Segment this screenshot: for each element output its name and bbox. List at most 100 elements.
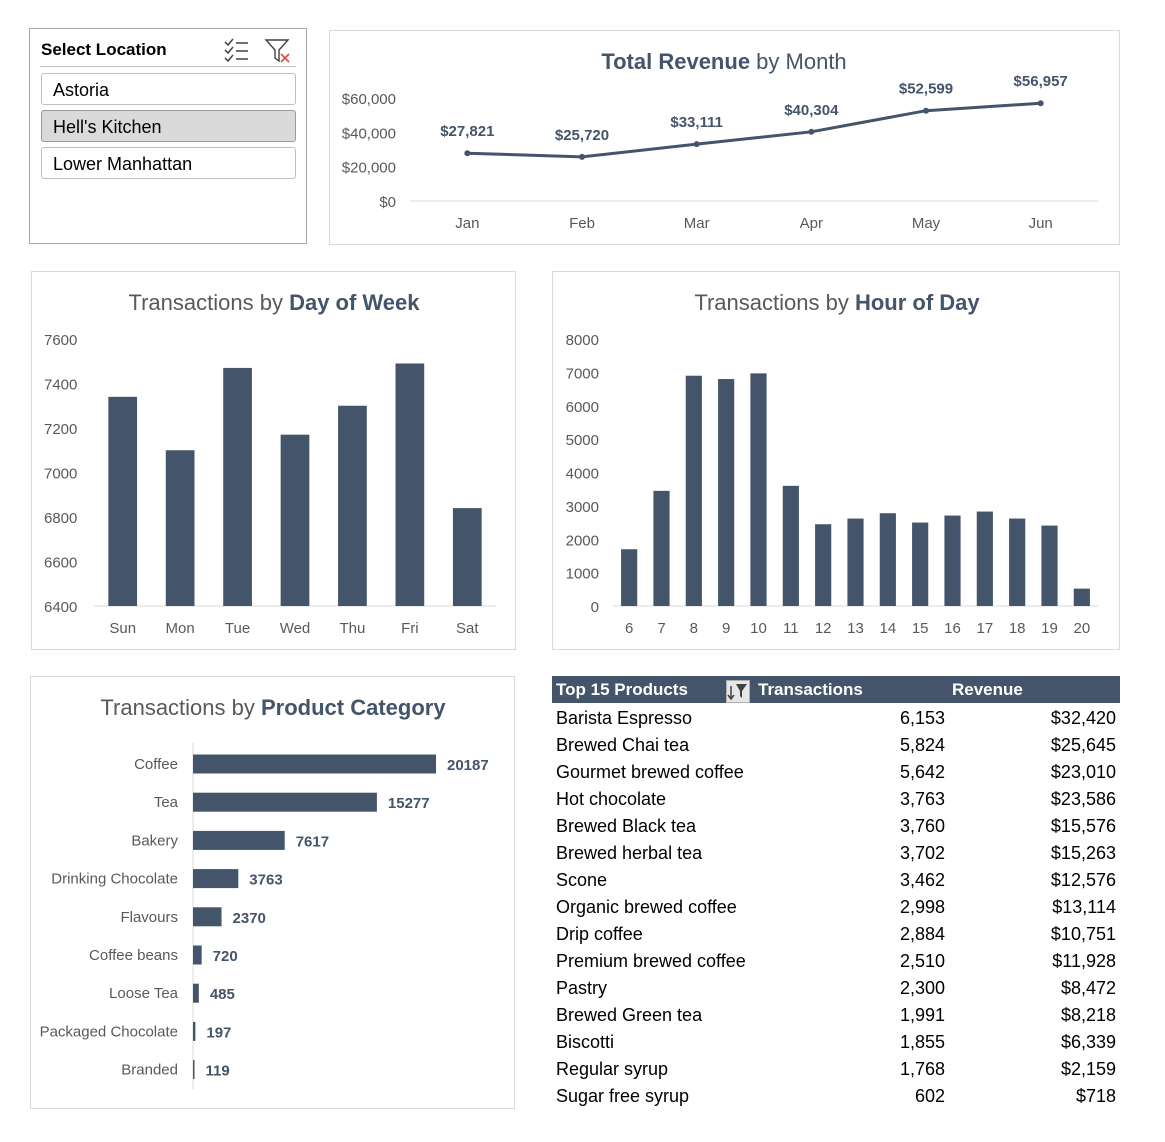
x-tick-label: Mar: [684, 215, 710, 232]
y-tick-label: 6600: [44, 555, 77, 572]
clear-filter-icon[interactable]: [264, 37, 292, 70]
revenue-cell: $23,010: [1050, 762, 1116, 782]
revenue-series-line: [467, 101, 1041, 159]
multi-select-icon[interactable]: [222, 37, 250, 68]
revenue-cell: $32,420: [1050, 708, 1116, 728]
y-tick-label: 2000: [566, 532, 599, 549]
y-tick-label: $0: [379, 194, 396, 211]
x-tick-label: 10: [750, 620, 767, 637]
bar: [621, 549, 638, 606]
transactions-cell: 602: [914, 1086, 945, 1106]
bar: [193, 754, 436, 774]
revenue-cell: $25,645: [1050, 735, 1116, 755]
day-chart-title: Transactions by Day of Week: [128, 290, 420, 315]
revenue-cell: $718: [1075, 1086, 1116, 1106]
x-tick-label: Sun: [109, 620, 136, 637]
table-row: Organic brewed coffee 2,998 $13,114: [552, 894, 1120, 921]
y-tick-label: 0: [591, 599, 599, 616]
bar: [108, 396, 138, 606]
bar: [193, 983, 199, 1003]
bar: [193, 907, 222, 927]
transactions-cell: 5,642: [899, 762, 945, 782]
table-row: Regular syrup 1,768 $2,159: [552, 1056, 1120, 1083]
x-tick-label: Thu: [339, 620, 365, 637]
revenue-cell: $6,339: [1060, 1032, 1116, 1052]
category-data-label: 15277: [388, 795, 430, 812]
hour-of-day-bar-chart: Transactions by Hour of Day 0 1000 2000 300…: [566, 290, 1098, 637]
x-tick-label: Fri: [401, 620, 419, 637]
revenue-cell: $13,114: [1052, 897, 1116, 917]
header-revenue: Revenue: [952, 680, 1023, 699]
product-name-cell: Regular syrup: [556, 1059, 669, 1079]
category-label: Branded: [121, 1062, 178, 1079]
category-label: Coffee: [134, 756, 178, 773]
day-of-week-bar-chart: Transactions by Day of Week 6400 6600 6800…: [44, 290, 496, 637]
product-name-cell: Brewed herbal tea: [556, 843, 703, 863]
y-tick-label: 7200: [44, 421, 77, 438]
category-data-label: 20187: [447, 757, 489, 774]
x-tick-label: 17: [976, 620, 993, 637]
revenue-data-label: $33,111: [670, 114, 723, 131]
hour-chart-panel: Transactions by Hour of Day 0 1000 2000 300…: [552, 271, 1120, 650]
slicer-header: Select Location: [40, 37, 296, 67]
revenue-point: [464, 150, 471, 157]
table-row: Brewed herbal tea 3,702 $15,263: [552, 840, 1120, 867]
bar: [193, 945, 202, 965]
revenue-line-chart: Total Revenue by Month $0 $20,000 $40,000 $…: [342, 49, 1098, 232]
bar: [782, 485, 799, 606]
y-tick-label: 7000: [566, 365, 599, 382]
table-row: Premium brewed coffee 2,510 $11,928: [552, 948, 1120, 975]
product-name-cell: Drip coffee: [556, 924, 643, 944]
revenue-cell: $23,586: [1050, 789, 1116, 809]
slicer-item-lower-manhattan[interactable]: Lower Manhattan: [41, 147, 296, 179]
category-label: Tea: [154, 794, 179, 811]
revenue-data-label: $56,957: [1014, 73, 1068, 90]
transactions-cell: 2,998: [899, 897, 945, 917]
x-tick-label: Wed: [280, 620, 311, 637]
y-tick-label: 5000: [566, 432, 599, 449]
bar: [280, 434, 310, 606]
product-category-bar-chart: Transactions by Product Category Coffee 2…: [40, 695, 489, 1089]
product-name-cell: Sugar free syrup: [556, 1086, 690, 1106]
bar: [193, 869, 239, 889]
y-tick-label: 6400: [44, 599, 77, 616]
category-label: Coffee beans: [89, 947, 178, 964]
table-row: Gourmet brewed coffee 5,642 $23,010: [552, 759, 1120, 786]
header-products: Top 15 Products: [556, 680, 688, 699]
product-name-cell: Pastry: [556, 978, 608, 998]
bar: [718, 379, 735, 606]
x-tick-label: 15: [912, 620, 929, 637]
revenue-data-label: $27,821: [440, 123, 494, 140]
product-name-cell: Organic brewed coffee: [556, 897, 737, 917]
category-data-label: 485: [210, 986, 235, 1003]
x-tick-label: May: [912, 215, 941, 232]
table-row: Scone 3,462 $12,576: [552, 867, 1120, 894]
bar: [912, 522, 929, 606]
table-header: Top 15 Products Transactions Revenue: [552, 676, 1120, 703]
category-chart-title: Transactions by Product Category: [100, 695, 446, 720]
table-row: Hot chocolate 3,763 $23,586: [552, 786, 1120, 813]
revenue-chart-title: Total Revenue by Month: [601, 49, 846, 74]
transactions-cell: 2,510: [899, 951, 945, 971]
bar: [193, 1021, 196, 1041]
header-transactions: Transactions: [758, 680, 863, 699]
table-row: Brewed Green tea 1,991 $8,218: [552, 1002, 1120, 1029]
y-tick-label: 7600: [44, 332, 77, 349]
slicer-item-astoria[interactable]: Astoria: [41, 73, 296, 105]
bar: [338, 405, 367, 606]
transactions-cell: 1,768: [899, 1059, 945, 1079]
revenue-cell: $15,576: [1050, 816, 1116, 836]
transactions-cell: 3,763: [899, 789, 945, 809]
revenue-chart-panel: Total Revenue by Month $0 $20,000 $40,000 $…: [329, 30, 1120, 245]
category-chart-panel: Transactions by Product Category Coffee 2…: [30, 676, 515, 1109]
hour-title-rest: Transactions by: [694, 290, 855, 315]
category-title-bold: Product Category: [261, 695, 446, 720]
slicer-item-hells-kitchen[interactable]: Hell's Kitchen: [41, 110, 296, 142]
x-tick-label: 8: [690, 620, 698, 637]
sort-filter-icon[interactable]: [726, 680, 750, 703]
product-name-cell: Hot chocolate: [556, 789, 667, 809]
table-row: Pastry 2,300 $8,472: [552, 975, 1120, 1002]
revenue-cell: $8,218: [1060, 1005, 1116, 1025]
y-tick-label: 1000: [566, 566, 599, 583]
bar: [1041, 525, 1058, 606]
